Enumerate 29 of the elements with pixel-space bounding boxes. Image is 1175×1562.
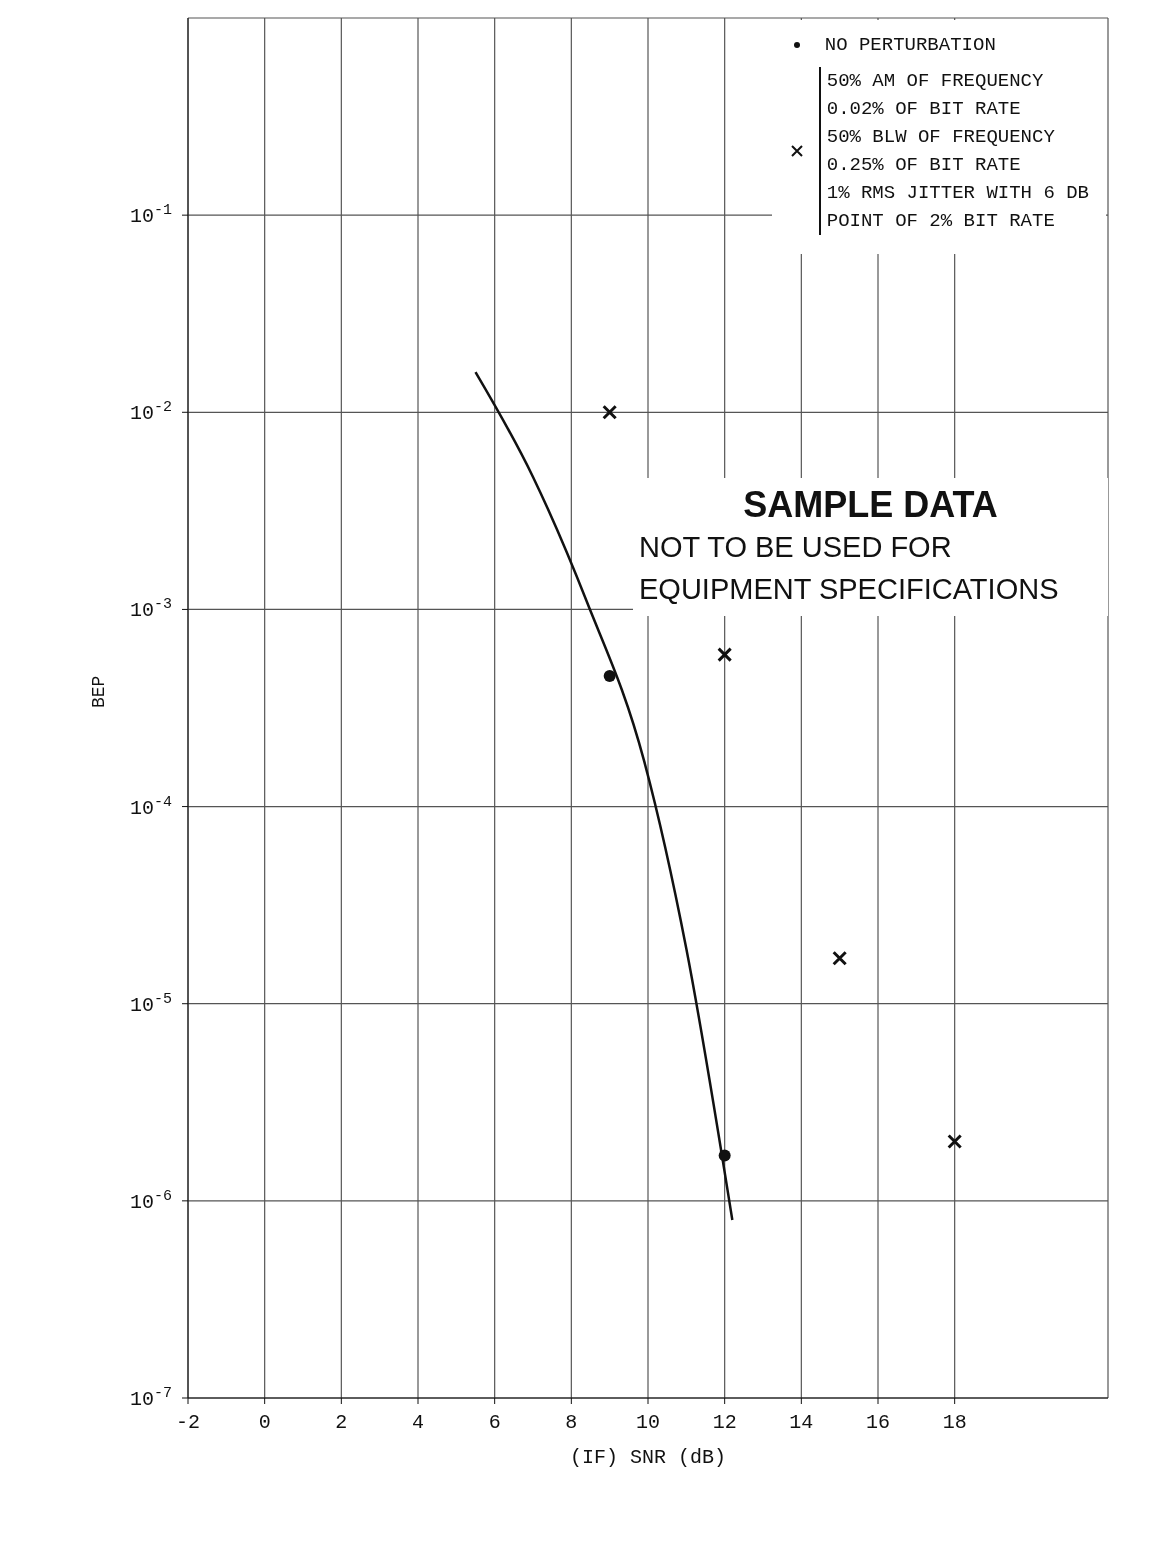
y-tick-label: 10$^{-2}$ xyxy=(129,398,172,426)
point xyxy=(947,1134,963,1150)
x-tick-label: 6 xyxy=(488,1411,501,1434)
x-tick-label: 10 xyxy=(635,1411,661,1434)
x-axis-title: (IF) SNR (dB) xyxy=(569,1446,727,1469)
y-tick-label: 10$^{-1}$ xyxy=(129,201,172,229)
point xyxy=(832,950,848,966)
x-tick-label: 0 xyxy=(258,1411,271,1434)
legend-label: 50% AM OF FREQUENCY 0.02% OF BIT RATE 50% BLW OF FREQUENCY 0.25% OF BIT RATE 1% RMS JITTER WITH 6 DB POINT OF 2% BIT RATE xyxy=(826,69,1089,234)
point xyxy=(603,669,616,682)
x-tick-label: 18 xyxy=(942,1411,967,1434)
x-tick-label: 2 xyxy=(335,1411,348,1434)
y-tick-label: 10$^{-7}$ xyxy=(129,1384,172,1411)
x-tick-label: 16 xyxy=(865,1411,891,1434)
y-tick-label: 10$^{-6}$ xyxy=(129,1187,172,1214)
x-tick-label: 4 xyxy=(411,1411,425,1434)
x-tick-label: 14 xyxy=(789,1411,814,1434)
x-tick-label: -2 xyxy=(175,1411,201,1434)
point xyxy=(718,1149,731,1162)
legend-label: NO PERTURBATION xyxy=(824,33,996,58)
y-tick-label: 10$^{-4}$ xyxy=(129,793,172,820)
point xyxy=(602,404,618,420)
x-tick-label: 8 xyxy=(565,1411,578,1434)
annotation: SAMPLE DATA NOT TO BE USED FOR EQUIPMENT SPECIFICATIONS xyxy=(639,484,1060,607)
y-axis-title: BEP xyxy=(89,675,110,708)
y-tick-label: 10$^{-5}$ xyxy=(129,990,172,1017)
point xyxy=(717,647,733,663)
x-tick-label: 12 xyxy=(712,1411,737,1434)
y-tick-label: 10$^{-3}$ xyxy=(129,595,172,623)
